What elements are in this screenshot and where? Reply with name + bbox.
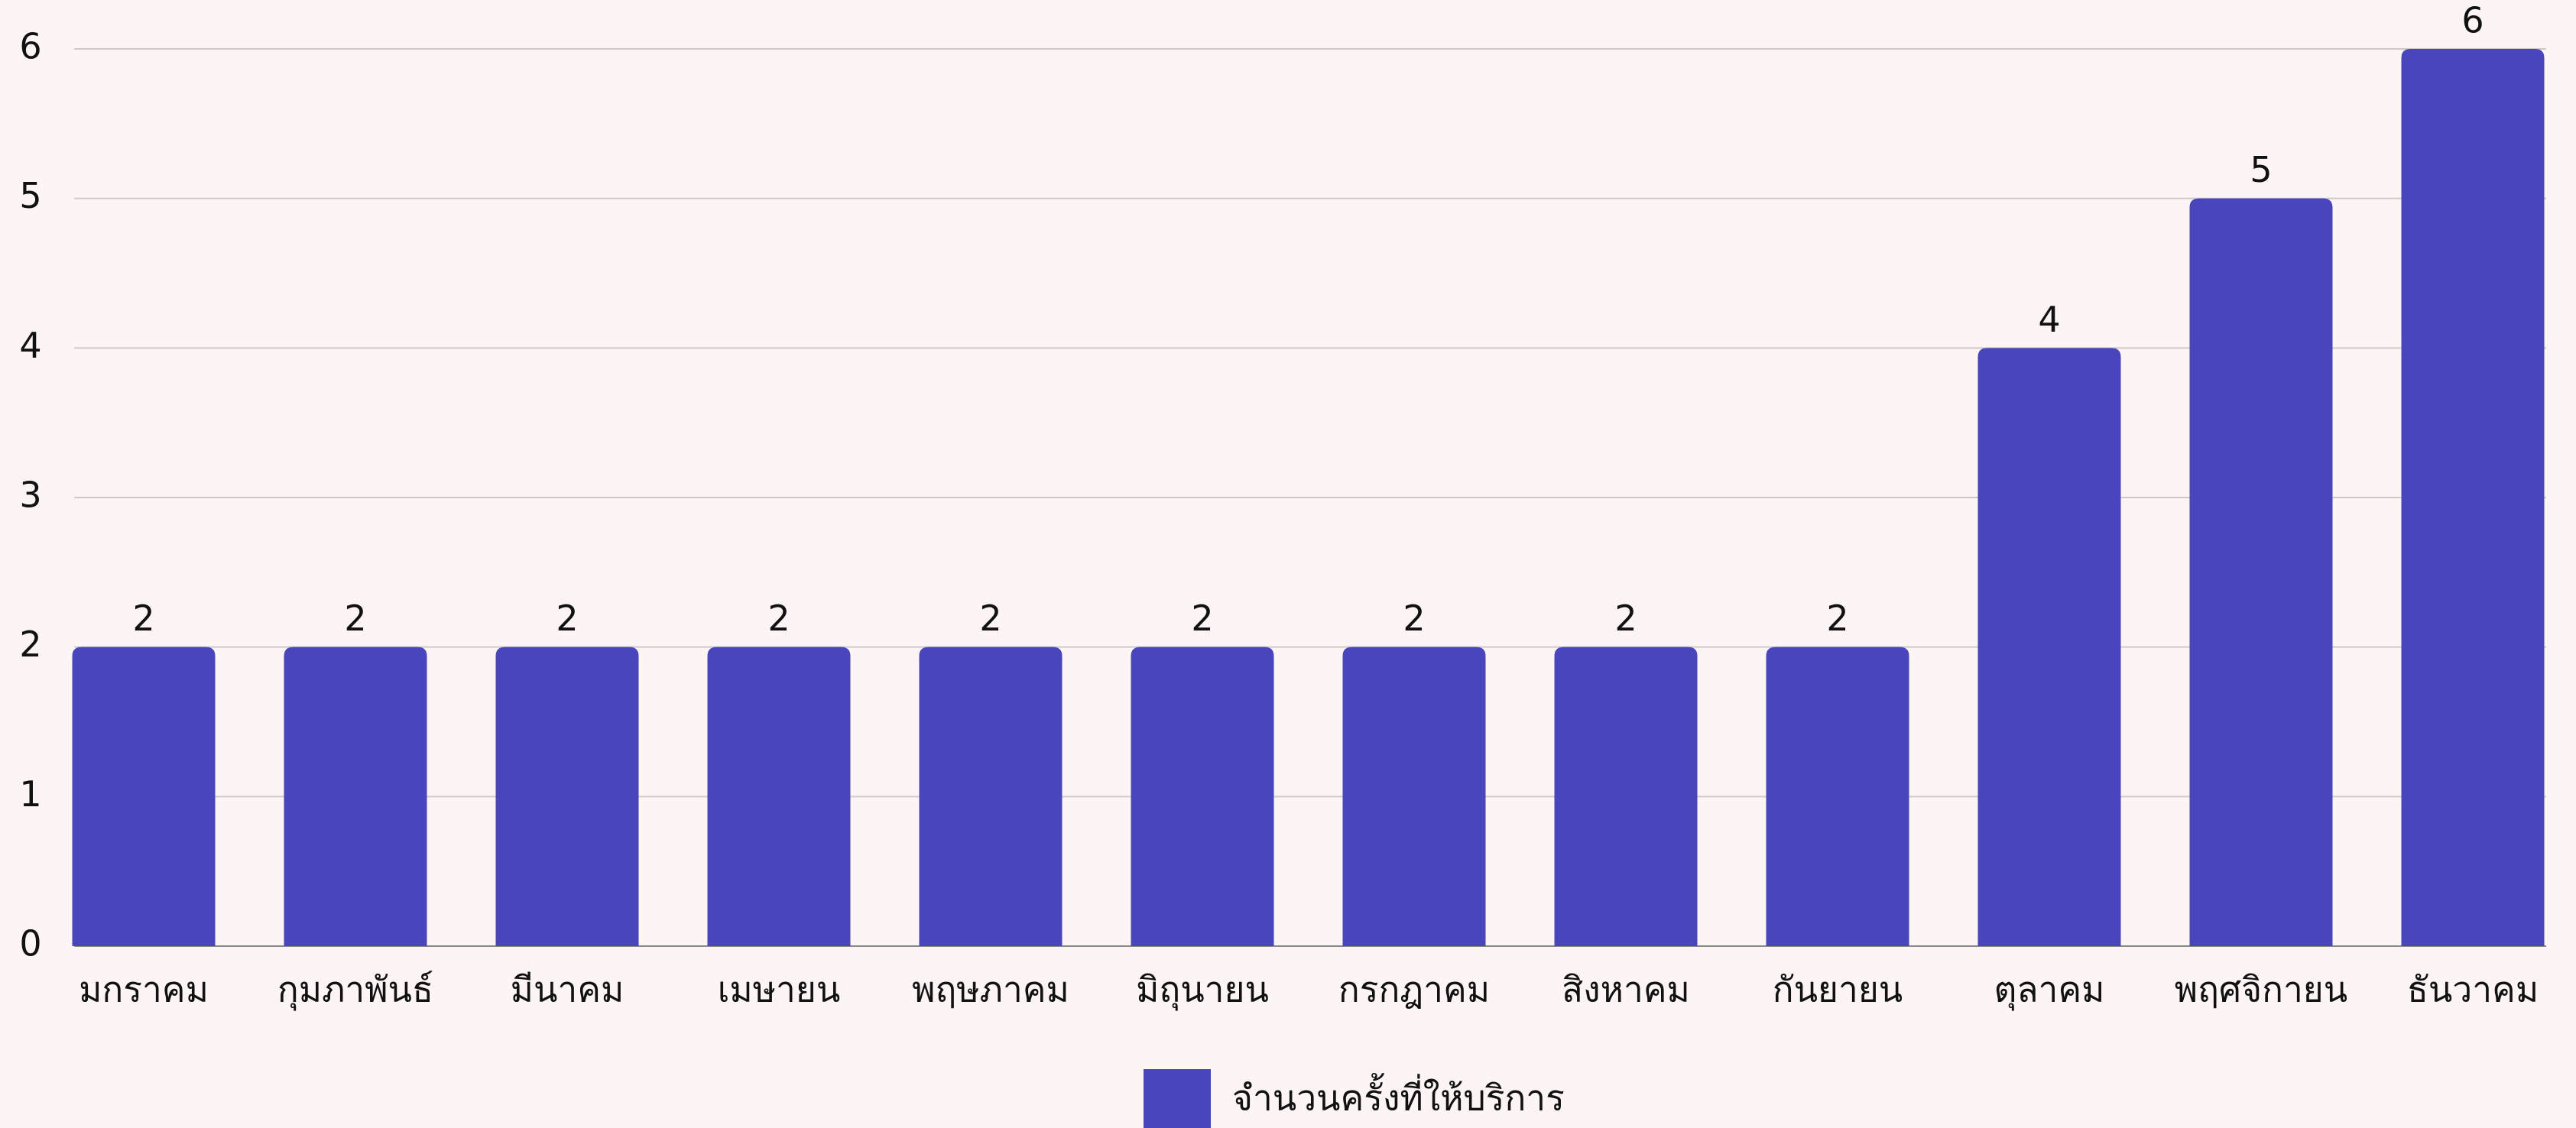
bar bbox=[1131, 647, 1274, 946]
data-label: 2 bbox=[979, 598, 1001, 639]
bar bbox=[1977, 348, 2121, 946]
data-label: 2 bbox=[1614, 598, 1637, 639]
x-tick-label: พฤศจิกายน bbox=[2175, 969, 2347, 1010]
data-label: 2 bbox=[1191, 598, 1213, 639]
data-label: 2 bbox=[132, 598, 154, 639]
x-tick-label: สิงหาคม bbox=[1562, 969, 1690, 1010]
y-tick-label: 1 bbox=[19, 773, 41, 815]
y-tick-label: 5 bbox=[19, 175, 41, 216]
bar bbox=[495, 647, 639, 946]
y-tick-label: 3 bbox=[19, 475, 41, 516]
y-tick-label: 4 bbox=[19, 325, 41, 366]
data-label: 2 bbox=[1403, 598, 1425, 639]
x-tick-label: กุมภาพันธ์ bbox=[277, 969, 433, 1012]
data-label: 2 bbox=[556, 598, 578, 639]
x-tick-label: มีนาคม bbox=[511, 969, 625, 1010]
data-label: 4 bbox=[2038, 299, 2060, 340]
x-tick-label: เมษายน bbox=[718, 969, 841, 1010]
data-label: 2 bbox=[1826, 598, 1848, 639]
data-label: 2 bbox=[767, 598, 790, 639]
bar bbox=[284, 647, 427, 946]
data-label: 5 bbox=[2250, 149, 2272, 190]
x-tick-label: มิถุนายน bbox=[1136, 969, 1269, 1012]
x-tick-label: มกราคม bbox=[79, 969, 209, 1010]
data-label: 6 bbox=[2461, 0, 2484, 41]
data-label: 2 bbox=[344, 598, 366, 639]
bar bbox=[2401, 49, 2545, 946]
x-tick-label: กันยายน bbox=[1773, 969, 1903, 1010]
bar bbox=[919, 647, 1063, 946]
legend-label: จำนวนครั้งที่ให้บริการ bbox=[1232, 1073, 1565, 1119]
bar bbox=[1342, 647, 1486, 946]
x-tick-label: ธันวาคม bbox=[2407, 969, 2539, 1010]
x-tick-label: ตุลาคม bbox=[1994, 969, 2105, 1012]
bar bbox=[707, 647, 851, 946]
y-tick-label: 0 bbox=[19, 923, 41, 964]
bar bbox=[2189, 198, 2333, 947]
bar bbox=[1554, 647, 1698, 946]
y-tick-label: 6 bbox=[19, 26, 41, 67]
bar bbox=[1766, 647, 1909, 946]
x-tick-label: พฤษภาคม bbox=[912, 969, 1069, 1010]
legend-swatch bbox=[1144, 1069, 1211, 1128]
bar bbox=[72, 647, 216, 946]
y-tick-label: 2 bbox=[19, 624, 41, 665]
x-tick-label: กรกฎาคม bbox=[1338, 969, 1490, 1010]
